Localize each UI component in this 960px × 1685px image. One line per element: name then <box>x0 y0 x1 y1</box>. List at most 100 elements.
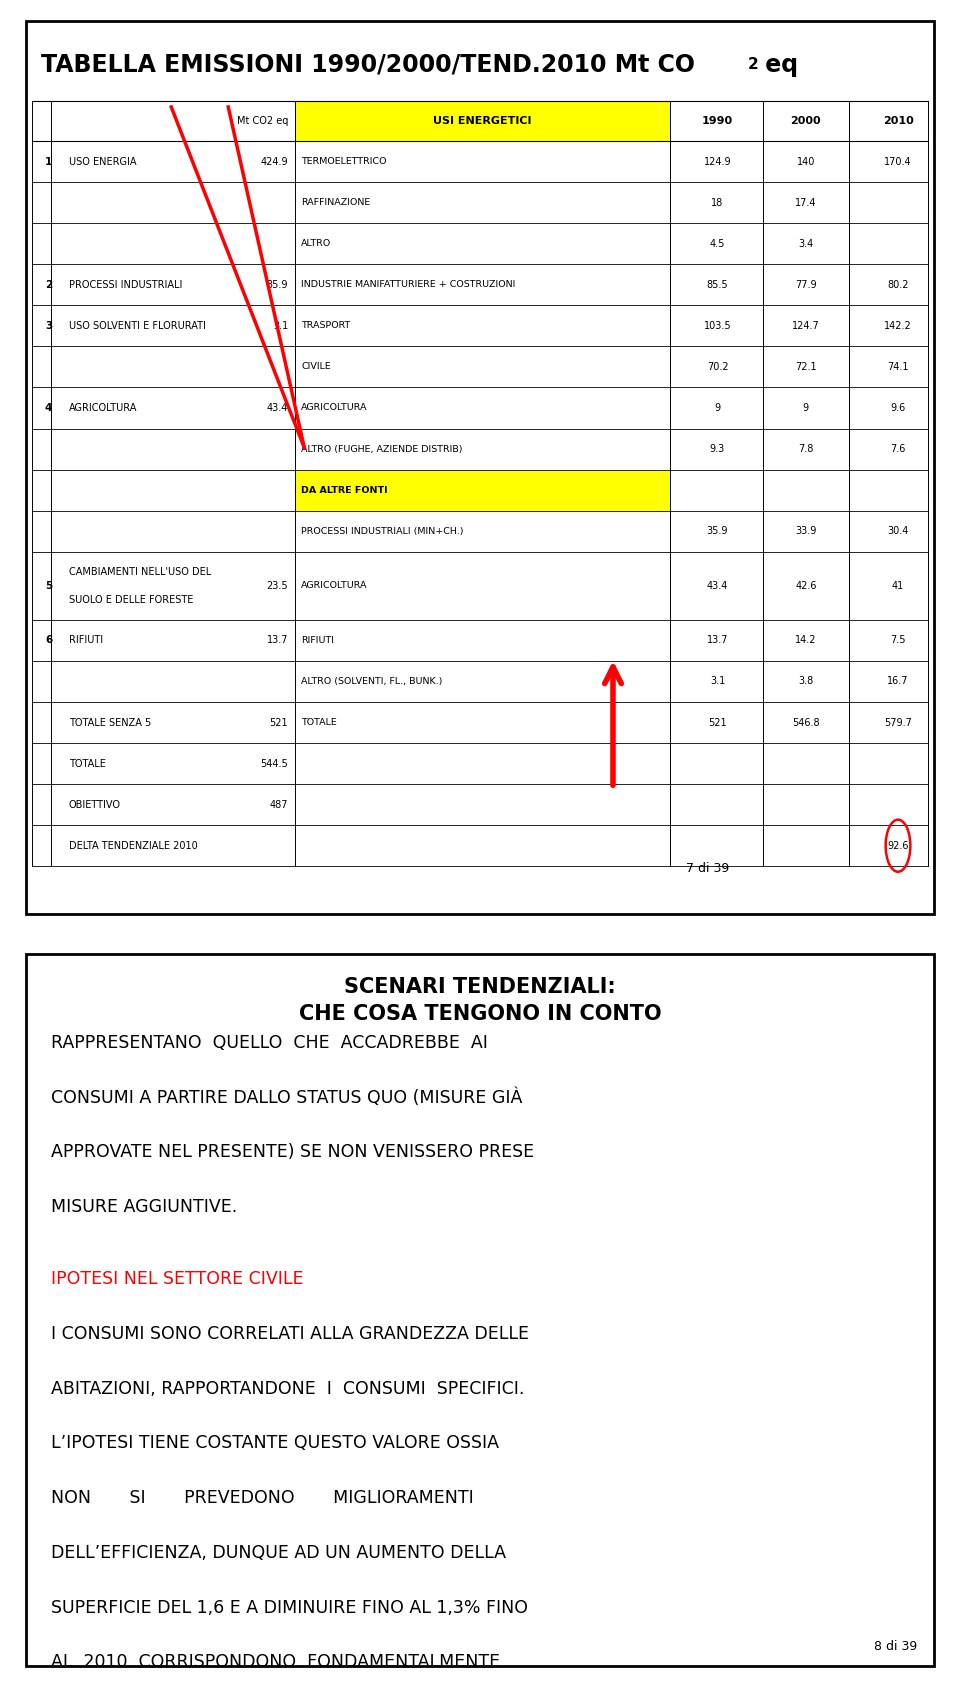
Text: 35.9: 35.9 <box>707 526 729 536</box>
Text: 18: 18 <box>711 197 724 207</box>
Text: 7.6: 7.6 <box>890 445 905 453</box>
Text: CHE COSA TENGONO IN CONTO: CHE COSA TENGONO IN CONTO <box>299 1004 661 1024</box>
Text: AGRICOLTURA: AGRICOLTURA <box>301 581 368 590</box>
Text: 6: 6 <box>45 635 52 645</box>
Text: 1990: 1990 <box>702 116 733 126</box>
Text: 80.2: 80.2 <box>887 280 909 290</box>
Text: 14.2: 14.2 <box>795 635 817 645</box>
Text: 487: 487 <box>270 800 288 809</box>
Text: TOTALE: TOTALE <box>69 758 106 768</box>
Text: 7 di 39: 7 di 39 <box>686 861 730 875</box>
Text: 23.5: 23.5 <box>267 581 288 591</box>
Text: 424.9: 424.9 <box>260 157 288 167</box>
Text: 7.5: 7.5 <box>890 635 905 645</box>
Text: SUPERFICIE DEL 1,6 E A DIMINUIRE FINO AL 1,3% FINO: SUPERFICIE DEL 1,6 E A DIMINUIRE FINO AL… <box>51 1599 528 1616</box>
Text: 579.7: 579.7 <box>884 718 912 728</box>
Text: RIFIUTI: RIFIUTI <box>69 635 103 645</box>
Text: TOTALE: TOTALE <box>301 718 337 726</box>
Text: 124.7: 124.7 <box>792 320 820 330</box>
Text: USO ENERGIA: USO ENERGIA <box>69 157 136 167</box>
Text: 85.5: 85.5 <box>707 280 729 290</box>
Text: 5: 5 <box>45 581 52 591</box>
Text: AGRICOLTURA: AGRICOLTURA <box>301 403 368 413</box>
Text: L’IPOTESI TIENE COSTANTE QUESTO VALORE OSSIA: L’IPOTESI TIENE COSTANTE QUESTO VALORE O… <box>51 1434 498 1452</box>
Text: 13.7: 13.7 <box>267 635 288 645</box>
Text: CAMBIAMENTI NELL'USO DEL: CAMBIAMENTI NELL'USO DEL <box>69 566 211 576</box>
Text: CONSUMI A PARTIRE DALLO STATUS QUO (MISURE GIÀ: CONSUMI A PARTIRE DALLO STATUS QUO (MISU… <box>51 1089 522 1107</box>
Text: 2010: 2010 <box>882 116 913 126</box>
Text: 124.9: 124.9 <box>704 157 732 167</box>
Text: I CONSUMI SONO CORRELATI ALLA GRANDEZZA DELLE: I CONSUMI SONO CORRELATI ALLA GRANDEZZA … <box>51 1324 529 1343</box>
Text: 16.7: 16.7 <box>887 676 909 686</box>
Text: 3.1: 3.1 <box>709 676 725 686</box>
Text: OBIETTIVO: OBIETTIVO <box>69 800 121 809</box>
Text: 72.1: 72.1 <box>795 362 817 372</box>
Text: 17.4: 17.4 <box>795 197 817 207</box>
Text: ALTRO (FUGHE, AZIENDE DISTRIB): ALTRO (FUGHE, AZIENDE DISTRIB) <box>301 445 463 453</box>
Text: TRASPORT: TRASPORT <box>301 322 350 330</box>
Text: 2: 2 <box>748 57 758 72</box>
Text: ALTRO: ALTRO <box>301 239 331 248</box>
Text: 35.9: 35.9 <box>267 280 288 290</box>
Text: 521: 521 <box>708 718 727 728</box>
Text: DELTA TENDENZIALE 2010: DELTA TENDENZIALE 2010 <box>69 841 198 851</box>
Text: 546.8: 546.8 <box>792 718 820 728</box>
Text: 9.3: 9.3 <box>709 445 725 453</box>
Text: 140: 140 <box>797 157 815 167</box>
Text: Mt CO2 eq: Mt CO2 eq <box>237 116 288 126</box>
Text: eq: eq <box>757 52 799 78</box>
Text: 3.1: 3.1 <box>273 320 288 330</box>
Text: SUOLO E DELLE FORESTE: SUOLO E DELLE FORESTE <box>69 595 193 605</box>
Text: ABITAZIONI, RAPPORTANDONE  I  CONSUMI  SPECIFICI.: ABITAZIONI, RAPPORTANDONE I CONSUMI SPEC… <box>51 1380 524 1399</box>
Text: 544.5: 544.5 <box>260 758 288 768</box>
Text: 2000: 2000 <box>790 116 821 126</box>
Text: 77.9: 77.9 <box>795 280 817 290</box>
Text: ALTRO (SOLVENTI, FL., BUNK.): ALTRO (SOLVENTI, FL., BUNK.) <box>301 677 443 686</box>
Text: 103.5: 103.5 <box>704 320 732 330</box>
Text: IPOTESI NEL SETTORE CIVILE: IPOTESI NEL SETTORE CIVILE <box>51 1270 303 1289</box>
Text: PROCESSI INDUSTRIALI: PROCESSI INDUSTRIALI <box>69 280 182 290</box>
Text: AGRICOLTURA: AGRICOLTURA <box>69 403 137 413</box>
Text: 3: 3 <box>45 320 52 330</box>
Text: 30.4: 30.4 <box>887 526 909 536</box>
Bar <box>295 101 670 142</box>
Text: RAFFINAZIONE: RAFFINAZIONE <box>301 199 371 207</box>
Text: 70.2: 70.2 <box>707 362 729 372</box>
Text: 92.6: 92.6 <box>887 841 909 851</box>
Text: PROCESSI INDUSTRIALI (MIN+CH.): PROCESSI INDUSTRIALI (MIN+CH.) <box>301 527 464 536</box>
Text: DELL’EFFICIENZA, DUNQUE AD UN AUMENTO DELLA: DELL’EFFICIENZA, DUNQUE AD UN AUMENTO DE… <box>51 1543 506 1562</box>
Text: 8 di 39: 8 di 39 <box>874 1640 917 1653</box>
Text: RIFIUTI: RIFIUTI <box>301 635 334 645</box>
Text: 74.1: 74.1 <box>887 362 909 372</box>
Text: APPROVATE NEL PRESENTE) SE NON VENISSERO PRESE: APPROVATE NEL PRESENTE) SE NON VENISSERO… <box>51 1142 534 1161</box>
Text: USO SOLVENTI E FLORURATI: USO SOLVENTI E FLORURATI <box>69 320 205 330</box>
Text: 43.4: 43.4 <box>707 581 729 591</box>
Text: 170.4: 170.4 <box>884 157 912 167</box>
Text: 521: 521 <box>270 718 288 728</box>
Text: 4: 4 <box>45 403 52 413</box>
Text: 13.7: 13.7 <box>707 635 729 645</box>
Text: 9: 9 <box>803 403 809 413</box>
Text: 41: 41 <box>892 581 904 591</box>
Text: 2: 2 <box>45 280 52 290</box>
Text: 9.6: 9.6 <box>890 403 905 413</box>
Text: 4.5: 4.5 <box>709 239 725 249</box>
Text: DA ALTRE FONTI: DA ALTRE FONTI <box>301 485 388 495</box>
Text: 1: 1 <box>45 157 52 167</box>
Text: 7.8: 7.8 <box>798 445 813 453</box>
Text: USI ENERGETICI: USI ENERGETICI <box>433 116 532 126</box>
Text: INDUSTRIE MANIFATTURIERE + COSTRUZIONI: INDUSTRIE MANIFATTURIERE + COSTRUZIONI <box>301 280 516 290</box>
Text: 33.9: 33.9 <box>795 526 817 536</box>
Text: CIVILE: CIVILE <box>301 362 331 371</box>
Text: 9: 9 <box>714 403 721 413</box>
Bar <box>295 470 670 511</box>
Text: TABELLA EMISSIONI 1990/2000/TEND.2010 Mt CO: TABELLA EMISSIONI 1990/2000/TEND.2010 Mt… <box>41 52 695 78</box>
Text: AL  2010  CORRISPONDONO  FONDAMENTALMENTE: AL 2010 CORRISPONDONO FONDAMENTALMENTE <box>51 1653 500 1672</box>
Text: TERMOELETTRICO: TERMOELETTRICO <box>301 157 387 167</box>
Text: TOTALE SENZA 5: TOTALE SENZA 5 <box>69 718 151 728</box>
Text: MISURE AGGIUNTIVE.: MISURE AGGIUNTIVE. <box>51 1198 237 1215</box>
Text: 3.8: 3.8 <box>798 676 813 686</box>
Text: 43.4: 43.4 <box>267 403 288 413</box>
Text: NON       SI       PREVEDONO       MIGLIORAMENTI: NON SI PREVEDONO MIGLIORAMENTI <box>51 1490 473 1506</box>
Text: 142.2: 142.2 <box>884 320 912 330</box>
